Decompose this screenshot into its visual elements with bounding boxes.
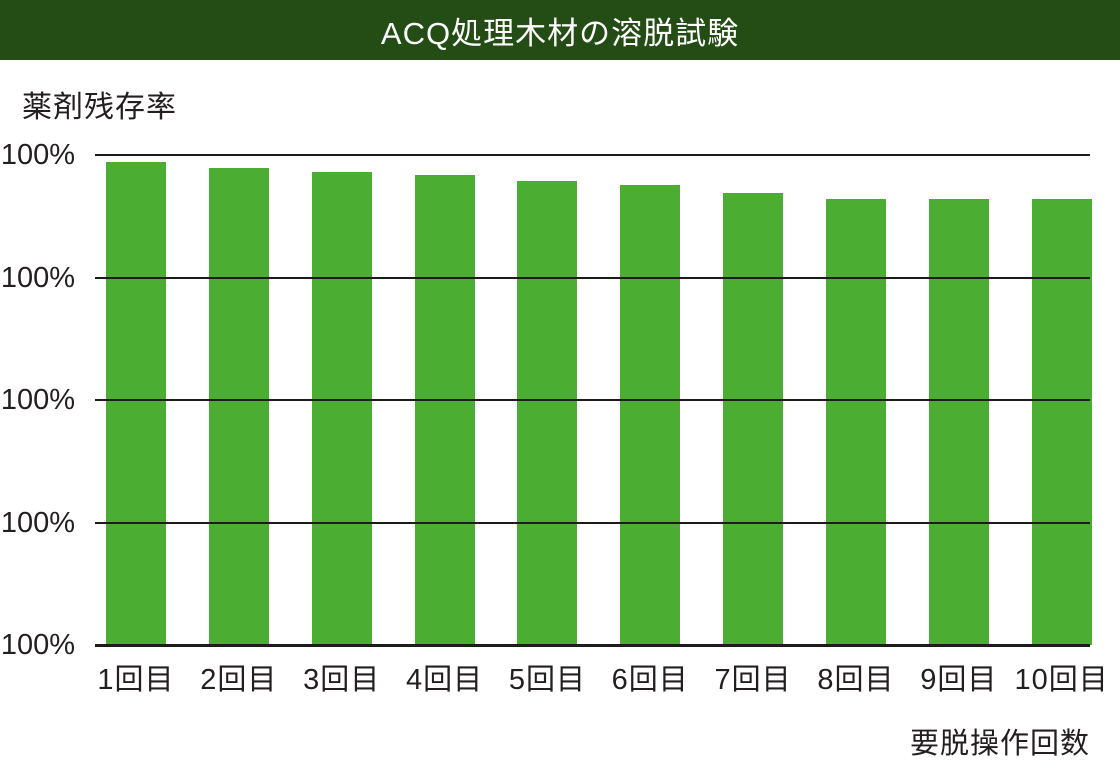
x-tick-label: 7回目 bbox=[714, 664, 792, 696]
x-tick-label: 2回目 bbox=[200, 664, 278, 696]
gridline bbox=[95, 154, 1090, 156]
bar-4回目 bbox=[414, 175, 475, 645]
x-tick-label: 9回目 bbox=[920, 664, 998, 696]
bar-9回目 bbox=[928, 199, 989, 645]
x-axis-line bbox=[95, 644, 1090, 647]
title-bar: ACQ処理木材の溶脱試験 bbox=[0, 0, 1120, 60]
gridline bbox=[95, 276, 1090, 279]
x-tick-label: 1回目 bbox=[97, 664, 175, 696]
bar-6回目 bbox=[620, 185, 681, 645]
bar-1回目 bbox=[106, 162, 166, 645]
bar-2回目 bbox=[208, 168, 269, 645]
y-tick-label: 100% bbox=[0, 629, 75, 661]
x-axis-title: 要脱操作回数 bbox=[909, 728, 1090, 760]
gridline bbox=[95, 399, 1090, 401]
x-tick-label: 8回目 bbox=[817, 664, 895, 696]
y-tick-label: 100% bbox=[0, 384, 75, 416]
y-tick-label: 100% bbox=[0, 139, 75, 171]
gridline bbox=[95, 521, 1090, 524]
y-axis-title: 薬剤残存率 bbox=[22, 91, 177, 124]
bar-5回目 bbox=[517, 180, 578, 645]
chart-title: ACQ処理木材の溶脱試験 bbox=[380, 15, 740, 51]
x-tick-label: 4回目 bbox=[405, 664, 484, 696]
x-tick-label: 10回目 bbox=[1014, 664, 1109, 696]
x-tick-label: 5回目 bbox=[508, 664, 586, 696]
bar-7回目 bbox=[723, 192, 784, 645]
bar-10回目 bbox=[1031, 199, 1092, 645]
y-tick-label: 100% bbox=[0, 261, 75, 294]
bar-3回目 bbox=[311, 171, 372, 645]
x-tick-label: 6回目 bbox=[611, 664, 689, 696]
bar-8回目 bbox=[825, 199, 886, 645]
y-tick-label: 100% bbox=[0, 506, 75, 539]
x-tick-label: 3回目 bbox=[303, 664, 381, 696]
